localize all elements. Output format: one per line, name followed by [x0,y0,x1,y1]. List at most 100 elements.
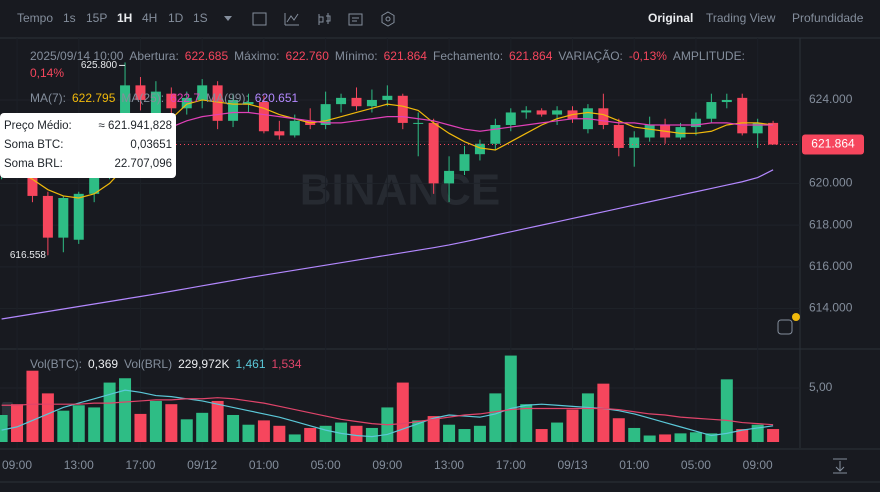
icon[interactable] [284,13,299,26]
candle-body [474,143,485,155]
candle-body [768,122,779,145]
tooltip-label: Soma BRL: [4,158,63,170]
candle-body [351,97,362,107]
candle-body [490,124,501,144]
volume-bar [551,422,564,442]
watermark: BINANCE [300,166,500,215]
x-tick-label: 05:00 [681,458,711,472]
icon[interactable] [252,12,267,26]
x-tick-label: 01:00 [619,458,649,472]
info-value: 622.685 [184,49,229,63]
x-tick-label: 01:00 [249,458,279,472]
candle-body [228,99,239,121]
vol-legend: Vol(BTC): 0,369 Vol(BRL) 229,972K 1,461 1,534 [30,357,308,371]
low-label: 616.558 [10,250,47,261]
candle-body [444,170,455,184]
candle-body [459,154,470,171]
vol-legend-item: 1,461 [235,357,266,371]
volume-bar [288,434,301,442]
info-value: 621.864 [509,49,553,63]
candle-body [552,110,563,115]
info-value: -0,13% [628,49,667,63]
info-line: 2025/09/14 10:00 Abertura: 622.685 Máximo: 6… [30,49,751,63]
volume-bar [566,409,579,442]
volume-bar [41,393,54,442]
interval[interactable]: 15P [86,11,107,25]
volume-bar [165,404,178,442]
view[interactable]: Profundidade [792,11,864,25]
scale-icon[interactable] [833,458,847,474]
interval[interactable]: 1s [63,11,76,25]
candle-body [690,118,701,128]
interval[interactable]: 1S [193,11,208,25]
volume-bar [720,379,733,442]
interval[interactable]: 4H [142,11,157,25]
x-tick-label: 09:00 [2,458,32,472]
volume-bar [674,433,687,442]
candle-body [181,97,192,109]
volume-bar [119,378,132,442]
candle-body [120,85,131,121]
candle-body [629,137,640,148]
candle-body [366,99,377,107]
candle-body [706,102,717,119]
candle-body [58,198,69,238]
x-tick-label: 13:00 [434,458,464,472]
volume-bar [751,424,764,442]
vol-legend-item: Vol(BRL) [124,357,173,371]
candle-body [197,85,208,100]
tooltip: Preço Médio: ≈ 621.941,828 Soma BTC: 0,0365… [0,113,176,178]
interval-active[interactable]: 1H [117,11,132,25]
vol-legend-item: 0,369 [88,357,119,371]
vol-legend-item: Vol(BTC): [30,357,83,371]
volume-bar [72,405,85,442]
volume-bar [26,370,39,442]
volume-ma-line [1,389,774,438]
volume-bar [11,404,24,442]
volume-bar [689,432,702,442]
view-active[interactable]: Original [648,11,693,25]
interval[interactable]: 1D [168,11,184,25]
tooltip-value: ≈ 621.941,828 [98,120,172,132]
dropdown-icon[interactable] [224,16,232,21]
icon[interactable] [318,13,331,25]
volume-bar [242,424,255,442]
vol-legend-item: 229,972K [178,357,230,371]
y-tick-label: 620.000 [809,176,853,190]
x-tick-label: 09/13 [557,458,587,472]
icon[interactable] [348,13,363,26]
volume-bar [458,429,471,442]
candle-body [536,110,547,115]
volume-bar [520,404,533,442]
icon[interactable] [385,16,391,22]
info-label: Fechamento: [432,49,504,63]
view[interactable]: Trading View [706,11,776,25]
volume-bar [705,433,718,442]
candle-body [289,120,300,136]
candle-body [320,104,331,125]
candle-body [243,102,254,105]
ma-line [1,169,774,320]
alert-icon[interactable] [777,319,793,335]
candle-body [505,112,516,125]
volume-bar [412,420,425,442]
alert-dot [792,313,800,321]
volume-bar [535,429,548,442]
volume-bar [473,425,486,442]
candle-body [274,131,285,136]
candle-body [675,127,686,138]
volume-bar [581,393,594,442]
info-label: Mínimo: [334,49,378,63]
candle-body [521,110,532,113]
x-tick-label: 17:00 [125,458,155,472]
volume-bar [736,429,749,442]
volume-bar [659,434,672,442]
tooltip-value: 22.707,096 [114,158,172,170]
ma-value: 622.795 [72,91,116,105]
info-time: 2025/09/14 10:00 [30,49,124,63]
volume-bar [350,425,363,442]
volume-bar [767,429,780,442]
icon[interactable] [381,11,395,27]
tooltip-label: Soma BTC: [4,139,64,151]
